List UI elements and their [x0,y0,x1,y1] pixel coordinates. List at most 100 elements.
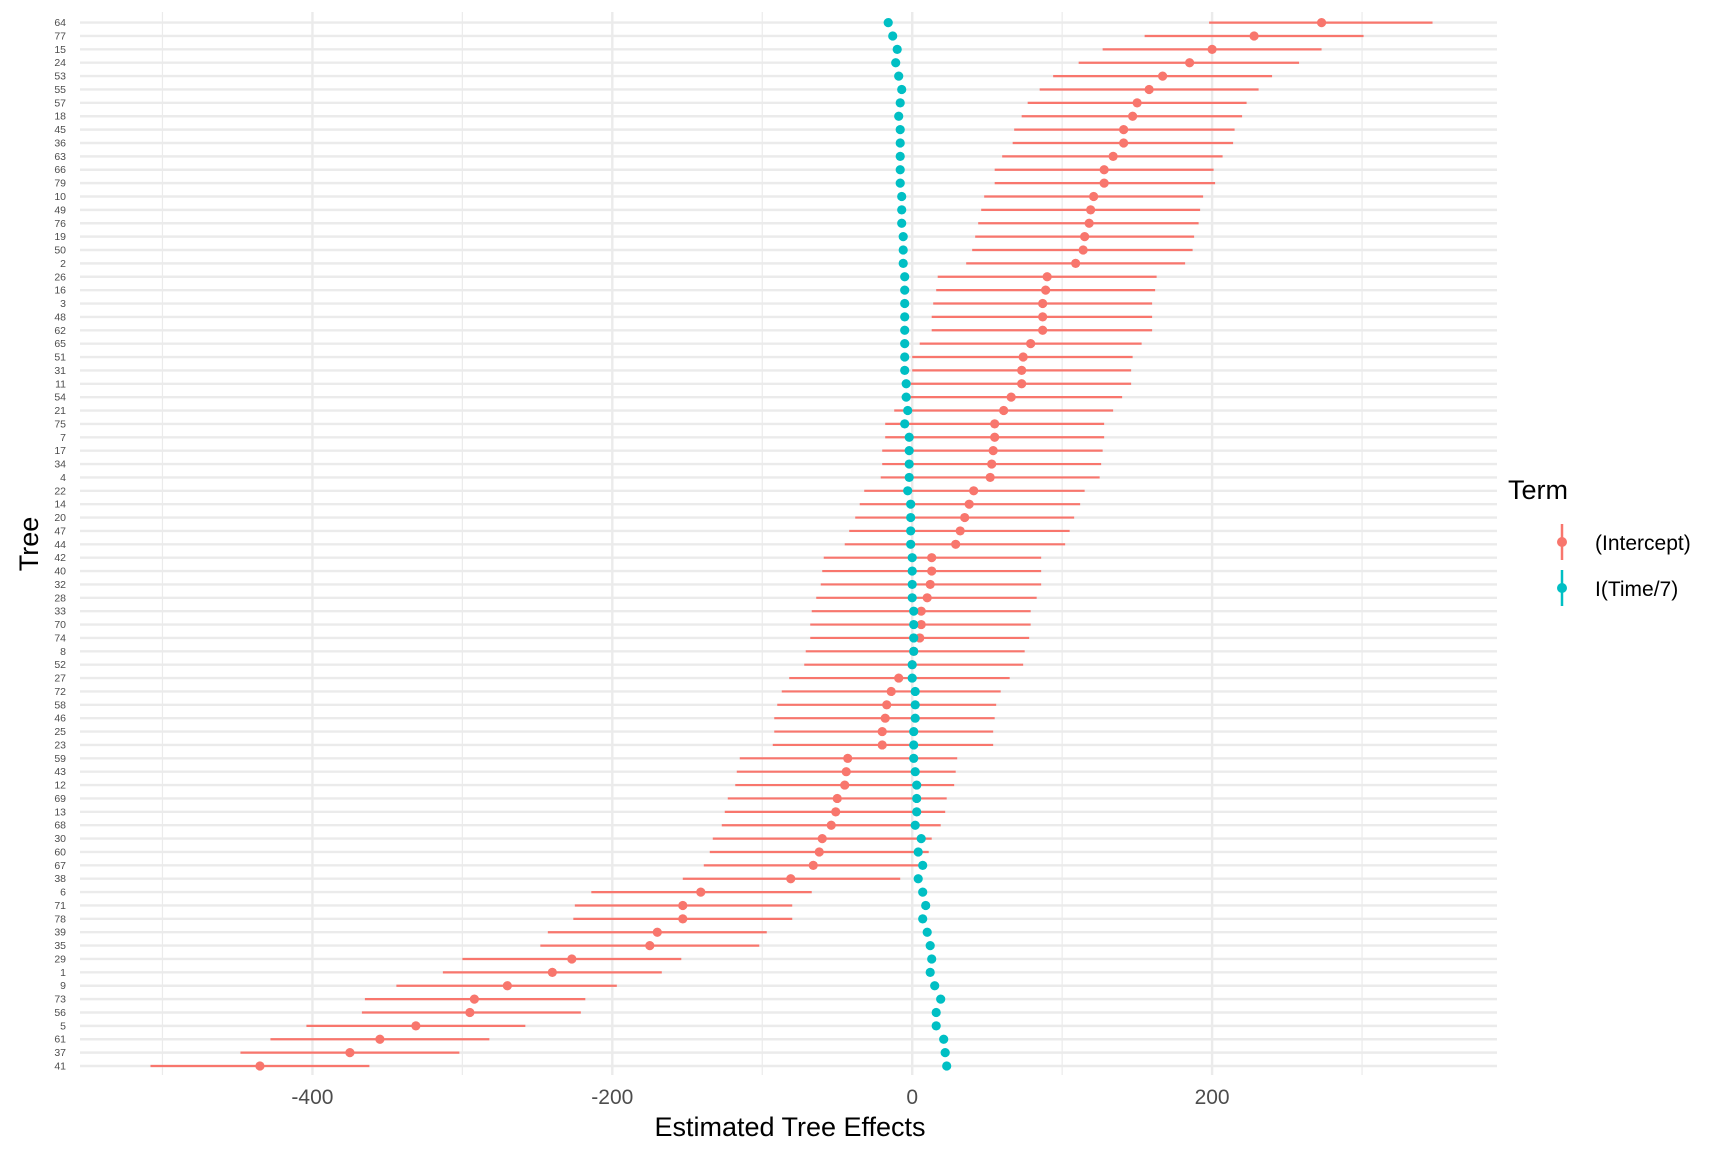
time-point [922,927,932,937]
intercept-point [951,539,961,549]
y-tick-label: 44 [54,539,66,551]
y-tick-label: 28 [54,592,66,604]
y-tick-label: 74 [54,632,66,644]
y-tick-label: 53 [54,71,66,83]
intercept-point [1038,325,1048,335]
intercept-point [1316,18,1327,28]
intercept-point [1185,58,1195,68]
time-point [909,740,919,750]
time-point [900,285,910,295]
legend-key-intercept [1557,524,1567,560]
time-point [907,593,917,603]
y-tick-label: 43 [54,766,66,778]
time-point [894,111,904,121]
time-point [897,205,907,215]
time-point [936,994,946,1004]
intercept-point [886,686,896,697]
y-tick-label: 57 [54,97,66,109]
intercept-point [1108,151,1118,161]
y-tick-label: 18 [54,111,66,123]
x-tick-label: -400 [291,1086,333,1109]
intercept-point [832,793,842,804]
intercept-point [1042,272,1052,282]
time-point [927,954,937,964]
time-point [909,606,919,616]
intercept-point [465,1007,475,1018]
intercept-point [1144,84,1154,95]
y-tick-label: 16 [54,285,66,297]
time-point [940,1048,950,1058]
intercept-point [808,860,818,870]
intercept-point [1249,31,1259,41]
y-tick-label: 22 [54,485,66,497]
intercept-point [567,954,577,964]
time-point [900,419,910,429]
y-tick-label: 19 [54,231,66,243]
intercept-point [469,994,479,1004]
y-tick-label: 69 [54,793,66,805]
y-tick-label: 78 [54,913,66,925]
y-tick-label: 65 [54,338,66,350]
time-point [895,98,905,108]
y-tick-label: 72 [54,686,66,698]
time-point [904,459,914,469]
y-tick-label: 1 [60,967,66,979]
intercept-point [831,807,841,817]
legend-title: Term [1508,475,1568,505]
y-tick-label: 9 [60,980,66,992]
intercept-point [840,780,850,790]
intercept-point [817,833,827,844]
y-tick-label: 32 [54,579,66,591]
time-point [942,1061,952,1071]
intercept-point [894,673,904,683]
intercept-point [1086,205,1096,215]
time-point [921,900,931,911]
legend-label-intercept: (Intercept) [1595,532,1691,555]
intercept-point [1128,111,1138,121]
intercept-point [985,472,995,483]
y-tick-label: 54 [54,392,66,404]
time-point [910,700,920,710]
y-tick-label: 45 [54,124,66,136]
time-point [892,44,902,54]
y-tick-label: 70 [54,619,66,631]
intercept-point [678,914,688,924]
intercept-point [1158,71,1168,81]
y-tick-label: 39 [54,927,66,939]
time-point [900,339,910,349]
y-tick-label: 47 [54,525,66,537]
y-tick-label: 13 [54,806,66,818]
legend-label-time: I(Time/7) [1595,578,1678,601]
time-point [897,218,907,228]
y-tick-label: 36 [54,137,66,149]
y-tick-label: 51 [54,352,66,364]
time-point [894,71,904,81]
time-point [912,793,922,804]
time-point [895,138,905,148]
intercept-point [990,419,1000,429]
time-point [900,272,910,282]
time-point [918,914,928,924]
y-tick-label: 2 [60,258,66,270]
y-tick-label: 23 [54,739,66,751]
intercept-point [843,753,853,763]
time-point [913,847,923,857]
time-point [895,151,905,161]
y-tick-label: 38 [54,873,66,885]
y-tick-label: 6 [60,887,66,899]
intercept-point [1089,191,1099,202]
time-point [918,860,928,870]
y-tick-label: 55 [54,84,66,96]
x-tick-label: 200 [1195,1086,1230,1109]
time-point [901,379,911,389]
intercept-point [652,927,662,937]
time-point [939,1034,949,1044]
y-tick-label: 7 [60,432,66,444]
y-tick-label: 15 [54,44,66,56]
time-point [898,258,908,268]
y-tick-label: 61 [54,1034,66,1046]
x-axis-title: Estimated Tree Effects [654,1112,925,1142]
y-tick-label: 5 [60,1020,66,1032]
intercept-point [826,820,836,830]
time-point [906,526,916,536]
